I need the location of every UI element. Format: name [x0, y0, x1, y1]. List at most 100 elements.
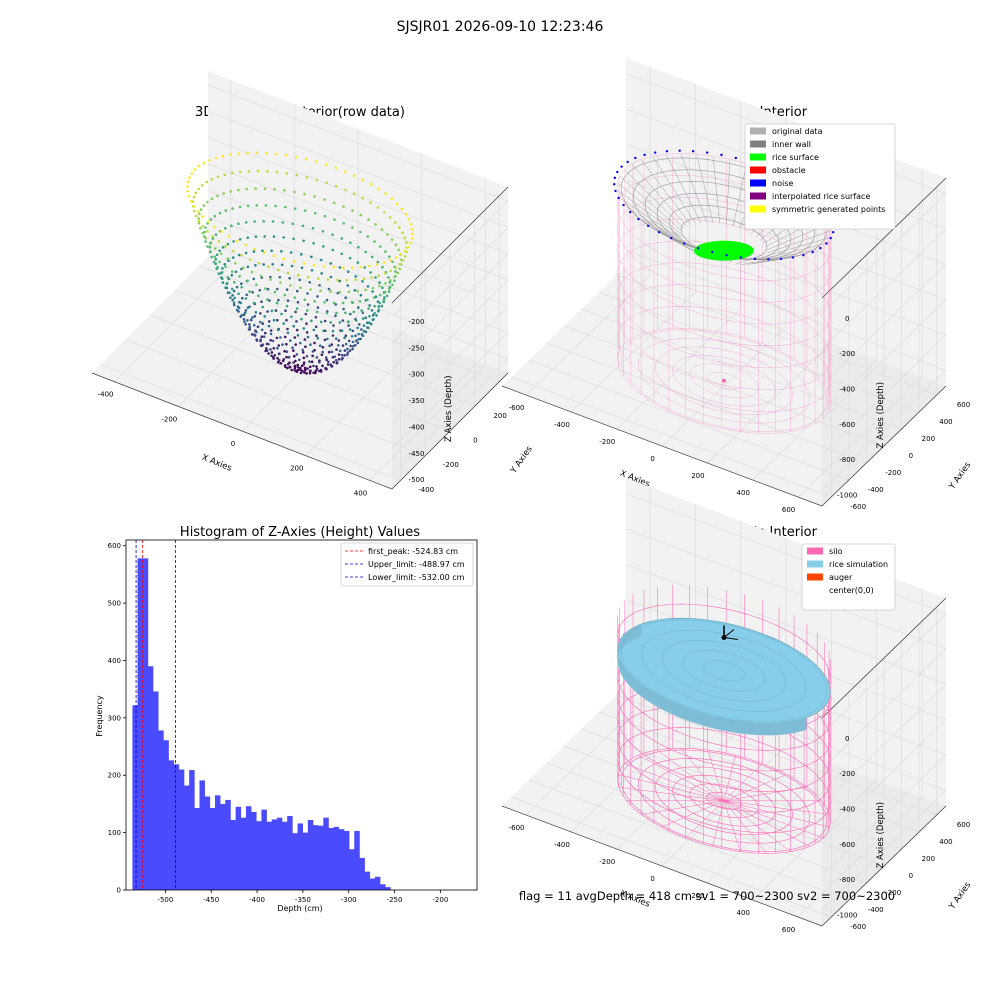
grid-line — [391, 279, 509, 397]
silo-floor-ring — [637, 338, 811, 424]
y-tick-label: 500 — [108, 600, 121, 608]
silo-floor-spoke — [685, 800, 725, 839]
raw-point — [303, 209, 307, 212]
raw-point — [301, 351, 305, 354]
raw-point — [368, 264, 371, 268]
raw-point — [293, 354, 296, 358]
grid-line — [581, 308, 902, 430]
raw-point — [350, 301, 354, 304]
histogram-bar — [225, 799, 231, 890]
z-tick-label: -1000 — [837, 492, 857, 500]
raw-point — [268, 299, 271, 302]
inner-wall-line — [726, 160, 731, 225]
raw-point — [239, 170, 242, 174]
raw-point — [405, 241, 408, 244]
raw-point — [220, 230, 223, 233]
z-axis-line — [821, 177, 947, 299]
raw-point — [310, 360, 314, 364]
raw-point — [286, 362, 290, 366]
z-tick-label: -250 — [409, 344, 425, 352]
silo-ring — [617, 727, 831, 834]
raw-point — [358, 300, 362, 303]
raw-point — [289, 339, 292, 342]
histogram-bar — [147, 666, 154, 890]
raw-point — [260, 328, 264, 332]
raw-point — [259, 312, 262, 315]
rice-simulation-side — [617, 623, 807, 736]
histogram-bar — [194, 807, 200, 890]
raw-point — [397, 248, 401, 252]
silo-floor-spoke — [723, 755, 736, 801]
raw-point — [221, 245, 225, 249]
raw-point — [409, 241, 412, 245]
raw-point — [227, 235, 231, 238]
x-tick-label: -200 — [599, 858, 615, 866]
legend-entry: Upper_limit: -488.97 cm — [368, 560, 465, 569]
raw-point — [246, 204, 250, 208]
raw-point — [192, 205, 196, 208]
z-tick-label: -800 — [839, 456, 855, 464]
noise-point — [831, 230, 835, 234]
raw-point — [314, 325, 318, 329]
raw-point — [381, 265, 384, 269]
raw-point — [303, 366, 307, 370]
raw-point — [277, 298, 280, 302]
x-tick-label: 200 — [691, 892, 704, 900]
raw-point — [246, 236, 249, 239]
raw-point — [383, 211, 386, 214]
raw-point — [351, 329, 355, 333]
z-axis-label: Z Axies (Depth) — [876, 382, 886, 449]
raw-point — [394, 270, 397, 273]
grid-line — [625, 563, 947, 685]
histogram-bar — [204, 796, 211, 890]
grid-line — [563, 745, 885, 867]
raw-point — [237, 306, 241, 310]
raw-point — [206, 230, 209, 233]
raw-point — [240, 254, 243, 257]
grid-line — [511, 796, 832, 918]
raw-point — [323, 214, 327, 218]
inner-wall-line — [696, 155, 714, 223]
raw-point — [383, 296, 386, 299]
raw-point — [193, 168, 197, 171]
legend-swatch — [750, 127, 766, 135]
inner-wall-line — [666, 155, 701, 223]
silo-floor-spoke — [723, 800, 791, 852]
raw-point — [374, 223, 377, 226]
histogram-bar — [318, 825, 324, 890]
y-tick-label: 300 — [108, 714, 121, 722]
raw-point — [209, 250, 212, 253]
raw-point — [309, 365, 312, 369]
legend-swatch — [807, 560, 823, 568]
silo-floor-spoke — [618, 786, 725, 802]
raw-point — [285, 288, 289, 291]
raw-point — [286, 271, 290, 275]
raw-point — [300, 266, 304, 270]
raw-point — [382, 298, 386, 301]
raw-point — [282, 236, 286, 239]
raw-point — [232, 256, 235, 259]
silo-ring — [617, 686, 831, 792]
raw-point — [316, 337, 320, 340]
noise-point — [710, 250, 714, 254]
raw-point — [359, 230, 362, 234]
raw-point — [244, 221, 248, 224]
raw-point — [189, 200, 193, 203]
raw-point — [309, 288, 312, 291]
inner-wall-line — [617, 183, 682, 235]
grid-line — [511, 376, 832, 498]
raw-point — [366, 321, 369, 325]
raw-point — [301, 224, 305, 228]
inner-wall-line — [761, 249, 817, 261]
raw-point — [245, 293, 248, 297]
noise-point — [622, 203, 625, 207]
grid-line — [391, 332, 509, 449]
raw-point — [338, 349, 342, 353]
raw-point — [334, 303, 338, 306]
grid-line — [625, 528, 947, 650]
raw-point — [347, 339, 351, 343]
raw-point — [376, 260, 380, 264]
raw-point — [202, 204, 206, 207]
raw-point — [321, 345, 325, 349]
